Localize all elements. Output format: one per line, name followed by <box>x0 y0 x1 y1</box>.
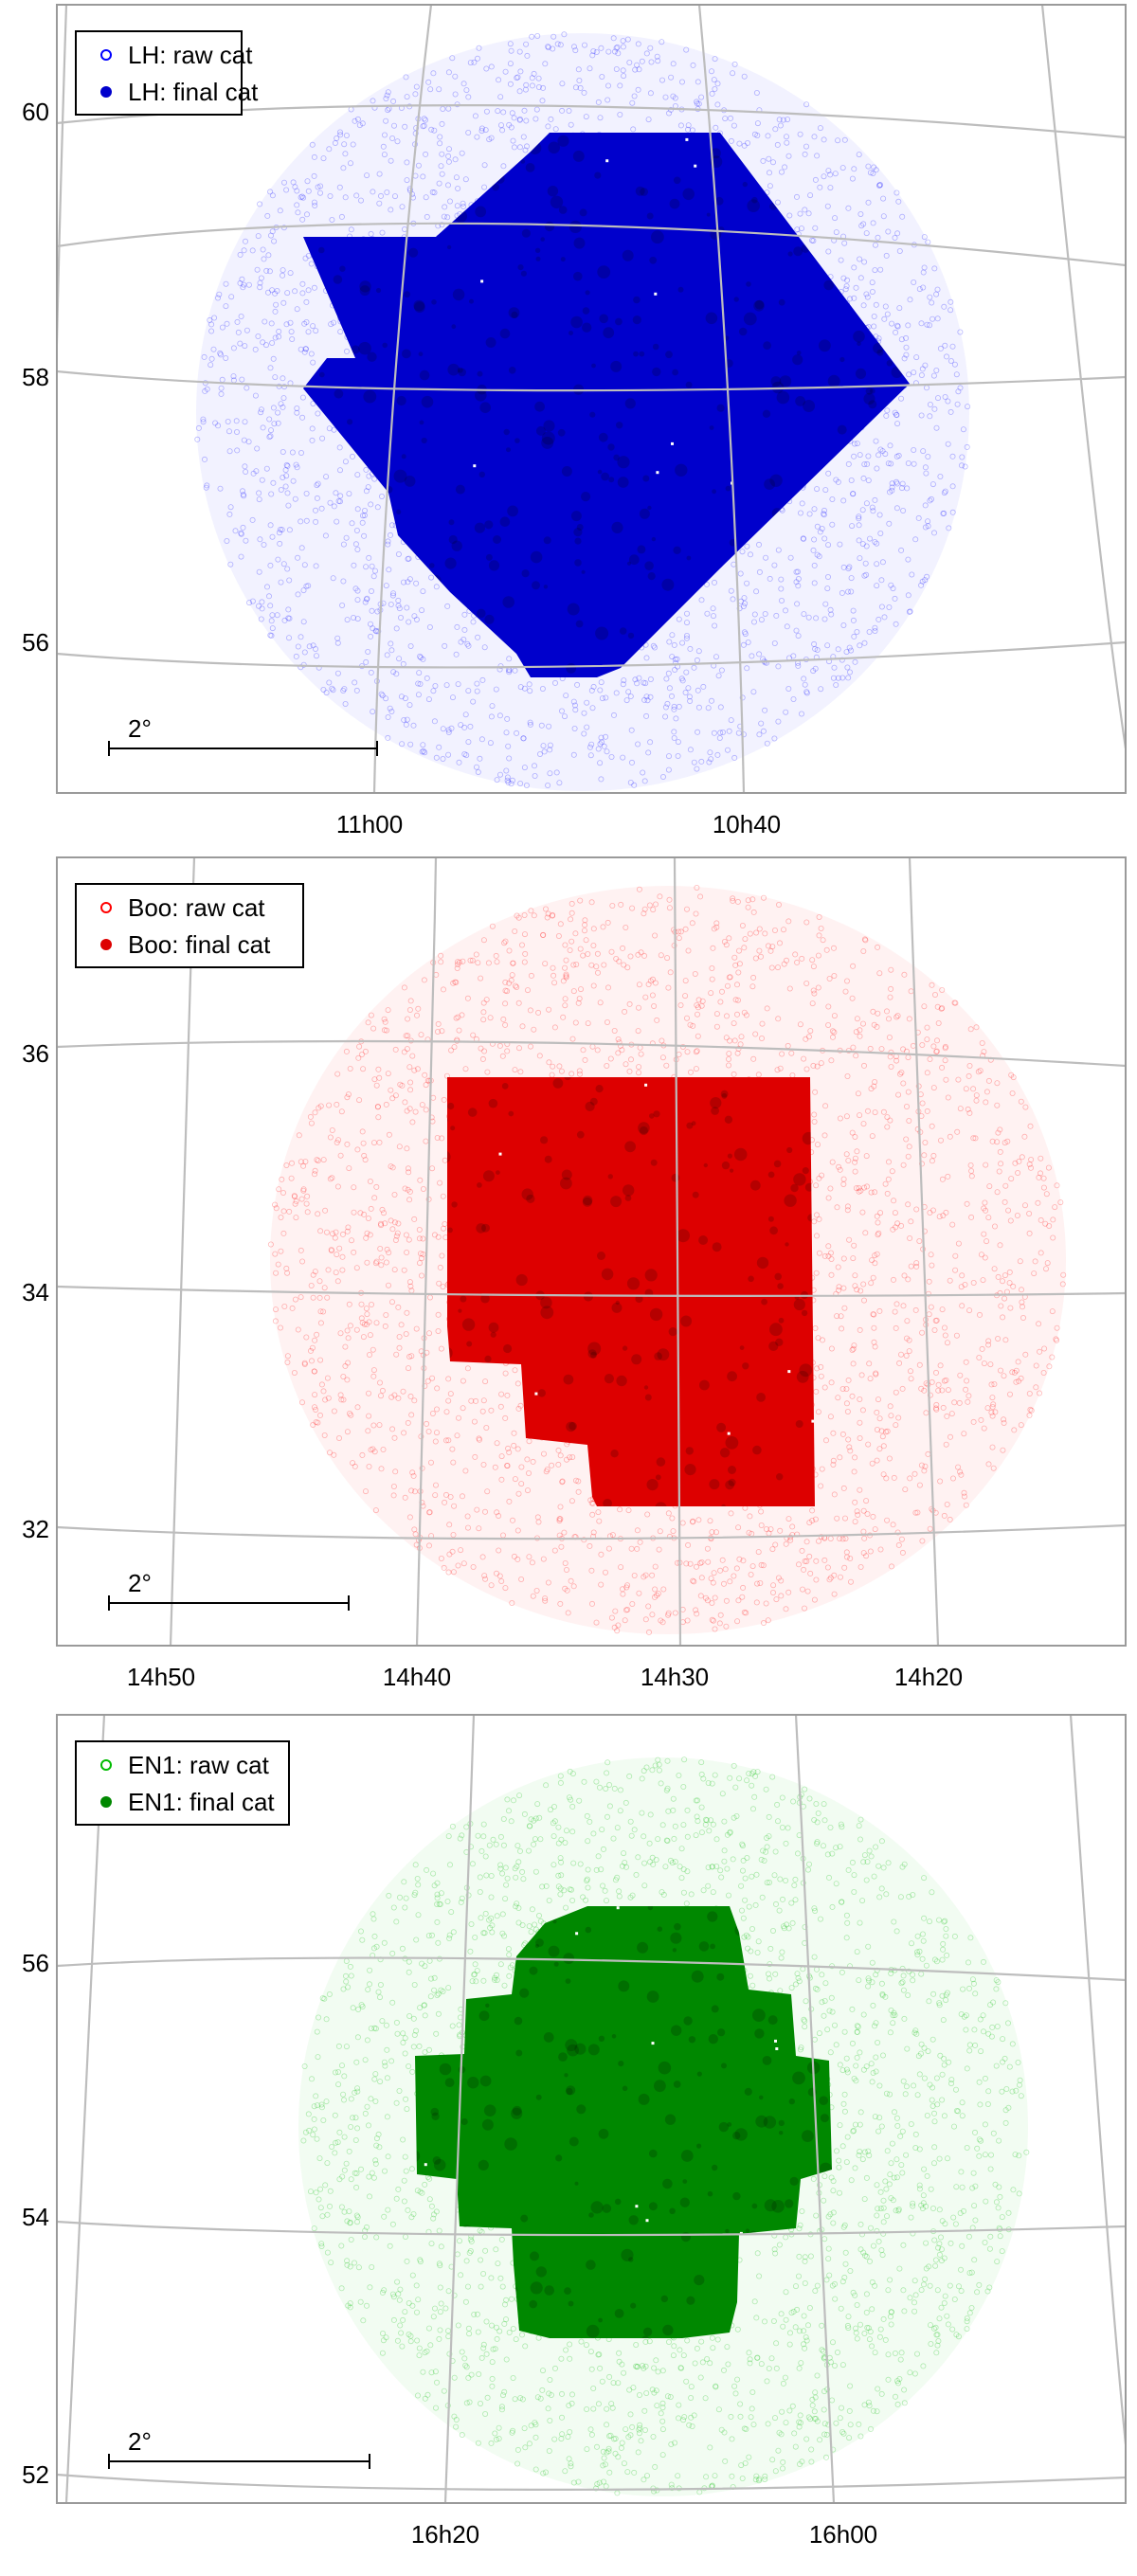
scale-bar-label: 2° <box>128 1569 152 1597</box>
y-tick-label: 56 <box>22 1949 49 1977</box>
coordinate-grid <box>57 857 1126 1646</box>
coordinate-grid <box>57 1715 1126 2503</box>
panel-lh: 11h00 10h40 60 58 56 LH: raw cat LH: final cat… <box>22 4 1127 838</box>
x-tick-label: 16h00 <box>809 2520 877 2549</box>
plot-frame <box>56 1714 1127 2504</box>
y-tick-label: 60 <box>22 98 49 126</box>
y-tick-label: 52 <box>22 2460 49 2489</box>
legend-raw-marker <box>100 49 112 61</box>
legend-raw-marker <box>100 1759 112 1771</box>
legend: Boo: raw cat Boo: final cat <box>75 883 304 968</box>
legend-raw-label: LH: raw cat <box>128 41 253 69</box>
plot-frame <box>56 4 1127 794</box>
final-cat-region <box>415 1906 832 2338</box>
scale-bar-label: 2° <box>128 714 152 743</box>
plot-frame <box>56 856 1127 1647</box>
x-tick-label: 10h40 <box>713 810 781 838</box>
y-tick-label: 32 <box>22 1515 49 1543</box>
legend-final-label: Boo: final cat <box>128 930 271 959</box>
scale-bar: 2° <box>108 1569 350 1611</box>
legend-final-marker <box>100 1796 112 1808</box>
legend-raw-label: EN1: raw cat <box>128 1751 270 1779</box>
x-tick-label: 14h50 <box>127 1663 195 1691</box>
legend-final-marker <box>100 86 112 98</box>
legend-final-label: EN1: final cat <box>128 1788 275 1816</box>
scale-bar: 2° <box>108 714 378 756</box>
y-tick-label: 34 <box>22 1278 49 1306</box>
x-tick-label: 16h20 <box>411 2520 479 2549</box>
scale-bar-label: 2° <box>128 2427 152 2456</box>
x-tick-label: 11h00 <box>336 810 403 838</box>
legend: EN1: raw cat EN1: final cat <box>75 1740 290 1826</box>
legend-raw-label: Boo: raw cat <box>128 893 265 922</box>
x-tick-label: 14h30 <box>641 1663 709 1691</box>
legend: LH: raw cat LH: final cat <box>75 30 259 116</box>
scale-bar: 2° <box>108 2427 370 2469</box>
final-cat-region <box>447 1077 815 1506</box>
y-tick-label: 36 <box>22 1039 49 1068</box>
y-tick-label: 56 <box>22 628 49 657</box>
legend-final-label: LH: final cat <box>128 78 259 106</box>
y-tick-label: 54 <box>22 2203 49 2231</box>
panel-en1: 16h20 16h00 56 54 52 EN1: raw cat EN1: final c… <box>22 1714 1127 2549</box>
y-tick-label: 58 <box>22 363 49 391</box>
x-tick-label: 14h40 <box>383 1663 451 1691</box>
legend-raw-marker <box>100 902 112 913</box>
x-tick-label: 14h20 <box>894 1663 963 1691</box>
legend-final-marker <box>100 939 112 950</box>
